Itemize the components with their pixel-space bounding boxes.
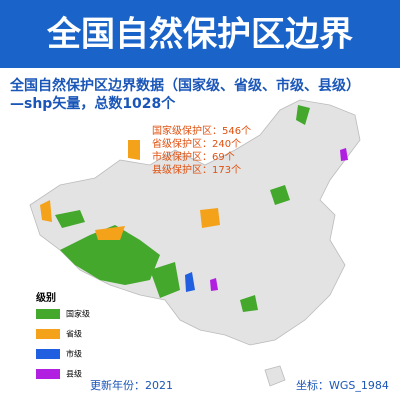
- stats: 国家级保护区：546个 省级保护区：240个 市级保护区：69个 县级保护区：1…: [152, 124, 251, 176]
- subtitle: 全国自然保护区边界数据（国家级、省级、市级、县级）: [9, 77, 360, 94]
- legend-label: 县级: [66, 369, 82, 379]
- map: [29, 99, 361, 387]
- header-bar: [0, 0, 400, 68]
- reserve-provincial: [40, 200, 52, 222]
- reserve-national: [55, 210, 85, 228]
- legend-swatch: [36, 309, 60, 319]
- footer-year: 更新年份：2021: [90, 378, 173, 392]
- legend-swatch: [36, 329, 60, 339]
- legend-label: 省级: [66, 329, 82, 339]
- stat: 县级保护区：173个: [152, 163, 241, 176]
- reserve-provincial: [95, 226, 125, 240]
- reserve-county: [210, 278, 218, 291]
- legend-label: 市级: [66, 349, 82, 359]
- legend-swatch: [36, 369, 60, 379]
- stat: 省级保护区：240个: [152, 137, 241, 150]
- reserve-provincial: [128, 140, 140, 160]
- footer-crs: 坐标：WGS_1984: [296, 378, 389, 392]
- reserve-provincial: [200, 208, 220, 228]
- legend-swatch: [36, 349, 60, 359]
- reserve-national: [150, 262, 180, 298]
- reserve-county: [340, 148, 348, 161]
- reserve-national: [240, 295, 258, 312]
- title: 全国自然保护区边界: [46, 15, 353, 55]
- legend-title: 级别: [35, 291, 56, 304]
- reserve-national: [296, 105, 310, 125]
- subtitle: —shp矢量，总数1028个: [10, 95, 176, 112]
- stat: 国家级保护区：546个: [152, 124, 251, 137]
- reserve-national: [60, 225, 160, 285]
- legend-label: 国家级: [66, 309, 90, 319]
- island: [264, 365, 286, 387]
- reserve-city: [185, 272, 195, 292]
- china-outline: [29, 99, 361, 346]
- reserve-national: [270, 185, 290, 205]
- stat: 市级保护区：69个: [152, 150, 235, 163]
